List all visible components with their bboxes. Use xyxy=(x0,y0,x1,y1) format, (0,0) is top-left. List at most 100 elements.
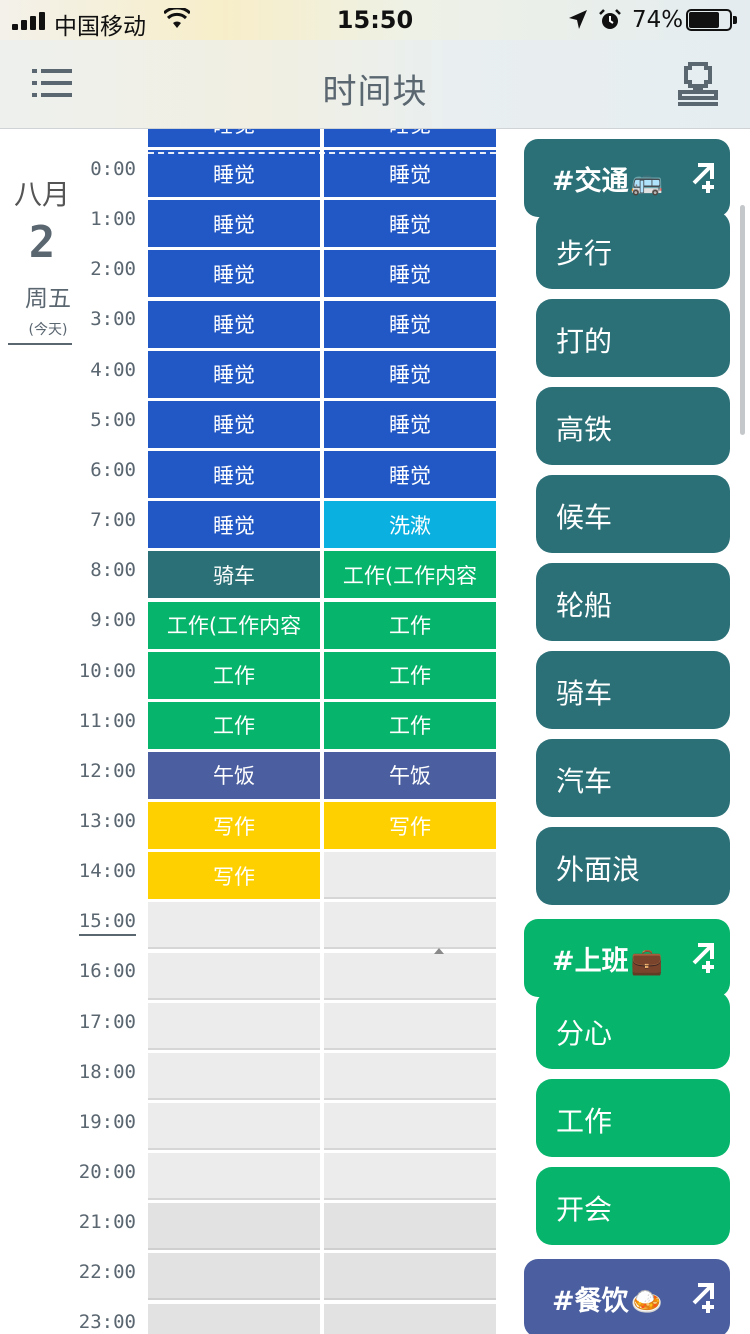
empty-time-slot[interactable] xyxy=(324,1153,496,1201)
hour-label: 17:00 xyxy=(78,1010,136,1033)
add-item-icon[interactable] xyxy=(688,1281,718,1315)
time-block[interactable]: 睡觉 xyxy=(324,200,496,248)
category-item-label: 打的 xyxy=(556,325,613,358)
add-item-icon[interactable] xyxy=(688,941,718,975)
empty-time-slot[interactable] xyxy=(148,1052,320,1100)
empty-time-slot[interactable] xyxy=(148,1253,320,1301)
hour-label: 14:00 xyxy=(78,860,136,883)
time-block[interactable]: 工作(工作内容 xyxy=(148,601,320,649)
empty-time-slot[interactable] xyxy=(324,1303,496,1334)
time-block[interactable]: 洗漱 xyxy=(324,501,496,549)
category-header[interactable]: #上班💼 xyxy=(524,919,730,997)
category-title: #餐饮🍛 xyxy=(552,1279,663,1318)
time-block[interactable]: 睡觉 xyxy=(324,400,496,448)
time-block[interactable]: 睡觉 xyxy=(324,150,496,198)
empty-time-slot[interactable] xyxy=(324,1253,496,1301)
category-item[interactable]: 高铁 xyxy=(536,387,730,465)
time-block[interactable]: 睡觉 xyxy=(148,300,320,348)
time-block[interactable]: 工作 xyxy=(148,701,320,749)
category-item[interactable]: 骑车 xyxy=(536,651,730,729)
hour-label: 16:00 xyxy=(78,960,136,983)
midnight-divider xyxy=(148,152,496,154)
time-block[interactable]: 工作 xyxy=(148,651,320,699)
empty-time-slot[interactable] xyxy=(324,1103,496,1150)
weekday-label: 周五 xyxy=(25,286,71,312)
hour-label: 11:00 xyxy=(78,709,136,732)
hour-labels: 0:00 1:00 2:00 3:00 4:00 5:00 6:00 7:00 8:00 9:00… xyxy=(76,0,140,1334)
time-block[interactable]: 睡觉 xyxy=(324,300,496,348)
time-block[interactable]: 工作 xyxy=(324,651,496,699)
category-item[interactable]: 打的 xyxy=(536,299,730,377)
empty-time-slot[interactable] xyxy=(324,902,496,950)
time-block[interactable]: 睡觉 xyxy=(148,250,320,298)
hour-label: 22:00 xyxy=(78,1261,136,1284)
category-item[interactable]: 步行 xyxy=(536,211,730,289)
time-block[interactable]: 工作 xyxy=(324,701,496,749)
time-block[interactable]: 睡觉 xyxy=(148,451,320,499)
empty-time-slot[interactable] xyxy=(148,1153,320,1201)
category-header[interactable]: #交通🚌 xyxy=(524,139,730,217)
category-emoji-icon: 🍛 xyxy=(630,1287,663,1317)
time-block[interactable]: 睡觉 xyxy=(148,200,320,248)
empty-time-slot[interactable] xyxy=(324,1203,496,1251)
battery-icon xyxy=(686,9,738,31)
date-underline xyxy=(8,343,72,345)
time-block[interactable]: 骑车 xyxy=(148,551,320,599)
hour-label: 23:00 xyxy=(78,1311,136,1334)
time-block[interactable]: 睡觉 xyxy=(324,451,496,499)
empty-time-slot[interactable] xyxy=(324,852,496,900)
time-block[interactable]: 睡觉 xyxy=(148,501,320,549)
time-block[interactable]: 睡觉 xyxy=(324,129,496,147)
add-item-icon[interactable] xyxy=(688,161,718,195)
category-title: #上班💼 xyxy=(552,939,663,978)
time-block[interactable]: 工作 xyxy=(324,601,496,649)
time-block[interactable]: 午饭 xyxy=(148,751,320,799)
category-item[interactable]: 轮船 xyxy=(536,563,730,641)
category-item[interactable]: 工作 xyxy=(536,1079,730,1157)
category-item-label: 骑车 xyxy=(556,677,613,710)
empty-time-slot[interactable] xyxy=(148,902,320,950)
empty-time-slot[interactable] xyxy=(324,952,496,1000)
wifi-icon xyxy=(164,8,190,28)
alarm-clock-icon xyxy=(599,9,621,29)
carrier-name: 中国移动 xyxy=(54,14,146,40)
category-item-label: 步行 xyxy=(556,237,613,270)
category-panel: #交通🚌 步行打的高铁候车轮船骑车汽车外面浪 #上班💼 分心工作开会 #餐饮🍛 xyxy=(506,129,750,1334)
hour-label: 10:00 xyxy=(78,659,136,682)
category-header[interactable]: #餐饮🍛 xyxy=(524,1259,730,1334)
hour-label: 7:00 xyxy=(90,509,136,532)
category-item[interactable]: 候车 xyxy=(536,475,730,553)
category-item[interactable]: 分心 xyxy=(536,991,730,1069)
category-name: #交通 xyxy=(552,166,629,197)
category-item[interactable]: 汽车 xyxy=(536,739,730,817)
time-block[interactable]: 工作(工作内容 xyxy=(324,551,496,599)
time-block[interactable]: 写作 xyxy=(148,852,320,900)
category-item-label: 高铁 xyxy=(556,413,613,446)
empty-time-slot[interactable] xyxy=(148,1002,320,1050)
time-block[interactable]: 睡觉 xyxy=(148,150,320,198)
time-block[interactable]: 睡觉 xyxy=(148,350,320,398)
category-item[interactable]: 外面浪 xyxy=(536,827,730,905)
empty-time-slot[interactable] xyxy=(148,1203,320,1251)
day-number: 2 xyxy=(28,217,56,268)
stamp-icon[interactable] xyxy=(676,60,720,106)
time-block[interactable]: 睡觉 xyxy=(324,250,496,298)
time-block[interactable]: 写作 xyxy=(324,802,496,850)
current-time-marker-icon xyxy=(434,948,444,954)
empty-time-slot[interactable] xyxy=(324,1002,496,1050)
empty-time-slot[interactable] xyxy=(148,1303,320,1334)
battery-percentage: 74% xyxy=(632,7,684,33)
time-block[interactable]: 写作 xyxy=(148,802,320,850)
empty-time-slot[interactable] xyxy=(148,952,320,1000)
hamburger-menu-icon[interactable] xyxy=(32,66,72,100)
empty-time-slot[interactable] xyxy=(324,1052,496,1100)
hour-label: 8:00 xyxy=(90,559,136,582)
scrollbar[interactable] xyxy=(740,205,745,435)
time-block[interactable]: 睡觉 xyxy=(324,350,496,398)
time-block[interactable]: 睡觉 xyxy=(148,129,320,147)
time-block[interactable]: 午饭 xyxy=(324,751,496,799)
empty-time-slot[interactable] xyxy=(148,1103,320,1150)
time-block[interactable]: 睡觉 xyxy=(148,400,320,448)
category-item[interactable]: 开会 xyxy=(536,1167,730,1245)
